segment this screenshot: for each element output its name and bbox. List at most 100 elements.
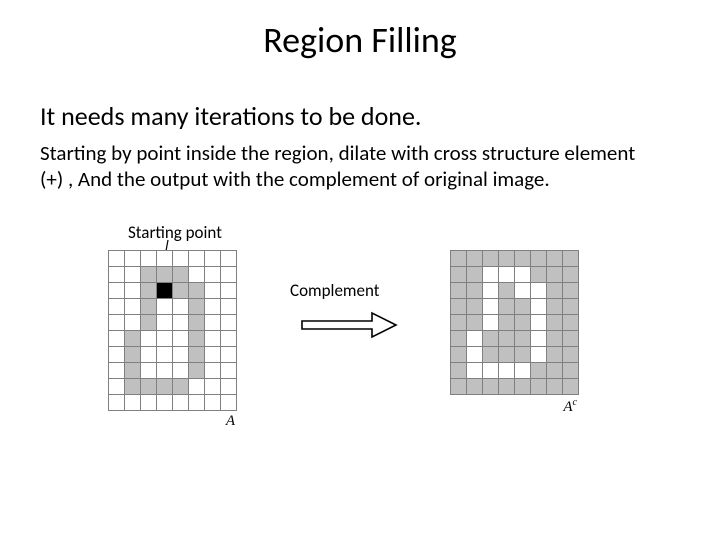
grid-cell: [499, 347, 515, 363]
grid-cell: [451, 331, 467, 347]
grid-cell: [467, 283, 483, 299]
grid-cell: [467, 363, 483, 379]
arrow-icon: [300, 310, 400, 345]
grid-cell: [205, 395, 221, 411]
grid-cell: [205, 363, 221, 379]
grid-cell: [157, 283, 173, 299]
grid-cell: [141, 315, 157, 331]
grid-cell: [499, 251, 515, 267]
grid-cell: [221, 331, 237, 347]
grid-cell: [173, 331, 189, 347]
grid-cell: [515, 363, 531, 379]
grid-cell: [531, 363, 547, 379]
grid-cell: [173, 347, 189, 363]
grid-cell: [141, 251, 157, 267]
grid-cell: [109, 395, 125, 411]
grid-cell: [109, 347, 125, 363]
grid-cell: [157, 395, 173, 411]
grid-cell: [563, 299, 579, 315]
grid-cell: [451, 315, 467, 331]
grid-cell: [221, 363, 237, 379]
grid-cell: [451, 363, 467, 379]
grid-cell: [157, 331, 173, 347]
grid-cell: [141, 347, 157, 363]
grid-cell: [451, 347, 467, 363]
grid-cell: [157, 315, 173, 331]
grid-cell: [125, 363, 141, 379]
grid-cell: [515, 331, 531, 347]
grid-cell: [563, 315, 579, 331]
grid-cell: [157, 251, 173, 267]
grid-cell: [205, 267, 221, 283]
grid-cell: [221, 395, 237, 411]
grid-cell: [515, 251, 531, 267]
grid-cell: [531, 299, 547, 315]
grid-cell: [563, 363, 579, 379]
grid-cell: [173, 315, 189, 331]
starting-point-label: Starting point: [128, 222, 222, 243]
grid-cell: [451, 283, 467, 299]
grid-cell: [515, 299, 531, 315]
grid-cell: [189, 395, 205, 411]
grid-cell: [141, 283, 157, 299]
grid-cell: [451, 267, 467, 283]
grid-cell: [547, 267, 563, 283]
grid-cell: [141, 267, 157, 283]
grid-cell: [483, 283, 499, 299]
slide-subtitle: It needs many iterations to be done.: [40, 100, 421, 132]
grid-cell: [563, 283, 579, 299]
grid-cell: [173, 283, 189, 299]
grid-cell: [499, 379, 515, 395]
grid-cell: [173, 299, 189, 315]
grid-cell: [109, 315, 125, 331]
grid-cell: [141, 331, 157, 347]
grid-cell: [205, 315, 221, 331]
grid-cell: [547, 363, 563, 379]
complement-label: Complement: [290, 280, 379, 301]
grid-cell: [141, 379, 157, 395]
grid-cell: [221, 283, 237, 299]
grid-cell: [483, 331, 499, 347]
grid-cell: [467, 347, 483, 363]
grid-cell: [157, 267, 173, 283]
grid-cell: [109, 251, 125, 267]
grid-cell: [125, 331, 141, 347]
grid-cell: [189, 363, 205, 379]
grid-cell: [515, 315, 531, 331]
grid-cell: [499, 299, 515, 315]
grid-cell: [451, 251, 467, 267]
grid-b: Ac: [450, 250, 579, 416]
grid-cell: [499, 331, 515, 347]
grid-cell: [499, 283, 515, 299]
grid-cell: [205, 379, 221, 395]
grid-a-caption: A: [108, 413, 237, 430]
grid-cell: [141, 363, 157, 379]
grid-cell: [189, 315, 205, 331]
grid-cell: [547, 379, 563, 395]
grid-cell: [467, 331, 483, 347]
grid-cell: [125, 299, 141, 315]
grid-cell: [221, 299, 237, 315]
grid-cell: [483, 251, 499, 267]
grid-cell: [563, 251, 579, 267]
grid-cell: [141, 299, 157, 315]
grid-cell: [173, 379, 189, 395]
grid-cell: [483, 347, 499, 363]
grid-cell: [125, 379, 141, 395]
grid-cell: [483, 299, 499, 315]
grid-cell: [483, 379, 499, 395]
grid-cell: [483, 267, 499, 283]
grid-cell: [125, 395, 141, 411]
grid-cell: [547, 347, 563, 363]
grid-cell: [467, 379, 483, 395]
grid-cell: [221, 315, 237, 331]
grid-cell: [157, 363, 173, 379]
slide-title: Region Filling: [0, 18, 720, 62]
grid-cell: [189, 283, 205, 299]
grid-cell: [467, 299, 483, 315]
grid-cell: [173, 363, 189, 379]
grid-cell: [531, 267, 547, 283]
grid-cell: [109, 363, 125, 379]
grid-cell: [189, 299, 205, 315]
grid-cell: [157, 347, 173, 363]
